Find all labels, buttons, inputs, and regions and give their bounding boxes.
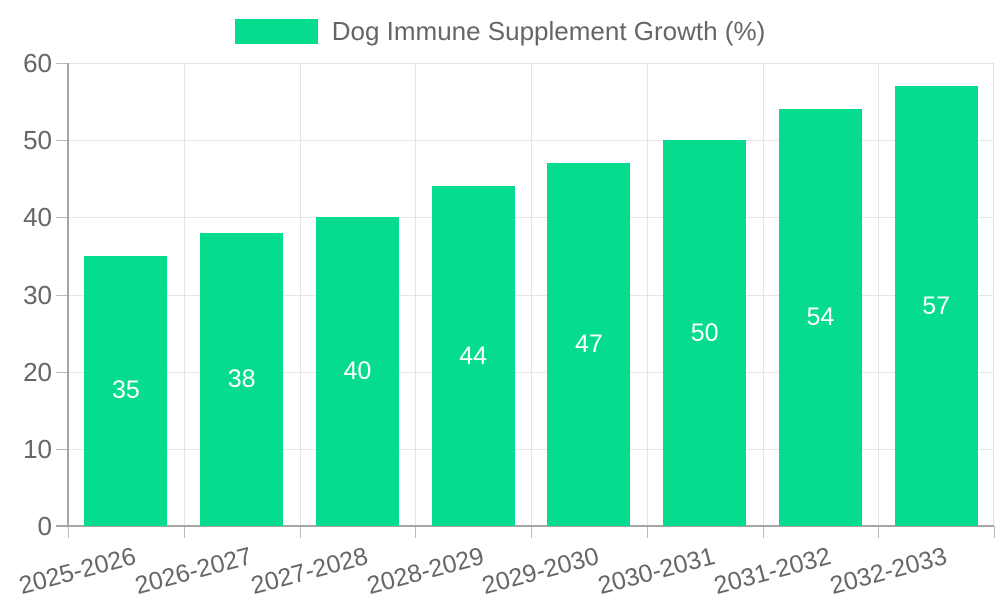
y-tick-label: 10 [23,433,52,464]
plot-area: 0 10 20 30 40 50 60 35 38 40 44 47 50 54 57 2025-2026 20… [16,50,995,600]
legend-label: Dog Immune Supplement Growth (%) [331,16,766,46]
bar[interactable]: 57 [894,86,978,526]
x-axis-tick [994,526,995,538]
x-axis-tick [531,526,532,538]
x-axis-tick [299,526,301,538]
y-axis-line [67,63,69,526]
bar[interactable]: 44 [431,186,515,526]
x-axis-line [56,525,994,527]
x-gridline [183,63,185,526]
x-gridline [762,63,764,526]
x-gridline [299,63,301,526]
bar-value-label: 54 [806,303,835,332]
x-tick-label: 2026-2027 [132,542,255,600]
x-tick-label: 2029-2030 [479,542,603,600]
legend-item[interactable]: Dog Immune Supplement Growth (%) [234,16,766,47]
x-gridline [646,63,648,526]
x-axis-tick [415,526,417,538]
x-tick-label: 2032-2033 [826,542,950,600]
x-tick-label: 2030-2031 [595,542,718,600]
x-axis-tick [762,526,764,538]
bar[interactable]: 54 [778,109,862,526]
bar-value-label: 35 [111,376,140,405]
bar-value-label: 47 [574,330,603,359]
y-axis-tick [56,448,68,450]
x-axis-tick [646,526,648,538]
x-gridline [531,63,532,526]
y-axis-tick [56,371,68,373]
x-tick-label: 2025-2026 [16,542,140,600]
y-axis-tick [56,294,68,296]
x-axis-tick [68,526,69,538]
x-gridline [878,63,880,526]
y-tick-label: 20 [23,356,52,387]
chart-legend: Dog Immune Supplement Growth (%) [0,16,1000,47]
bar-value-label: 38 [227,364,256,393]
x-tick-label: 2031-2032 [710,542,834,600]
x-axis-tick [878,526,880,538]
y-axis-tick [56,140,68,142]
bar-value-label: 57 [922,291,951,320]
bar[interactable]: 47 [547,163,631,526]
plot-right-border [993,63,994,526]
x-axis-tick [183,526,185,538]
bar[interactable]: 50 [663,140,747,526]
y-axis-tick [56,217,68,219]
y-tick-label: 30 [23,279,52,310]
bar-value-label: 50 [690,318,719,347]
bar[interactable]: 40 [315,217,399,526]
y-tick-label: 50 [23,125,52,156]
x-gridline [415,63,417,526]
x-tick-label: 2028-2029 [363,542,487,600]
bar-value-label: 40 [343,357,372,386]
bar-value-label: 44 [459,341,488,370]
x-tick-label: 2027-2028 [247,542,371,600]
y-tick-label: 60 [23,48,52,78]
y-axis-tick [56,63,68,64]
legend-swatch [234,19,318,44]
y-tick-label: 40 [23,202,52,233]
y-tick-label: 0 [37,511,52,541]
bar[interactable]: 38 [200,232,284,526]
bar[interactable]: 35 [84,255,168,526]
